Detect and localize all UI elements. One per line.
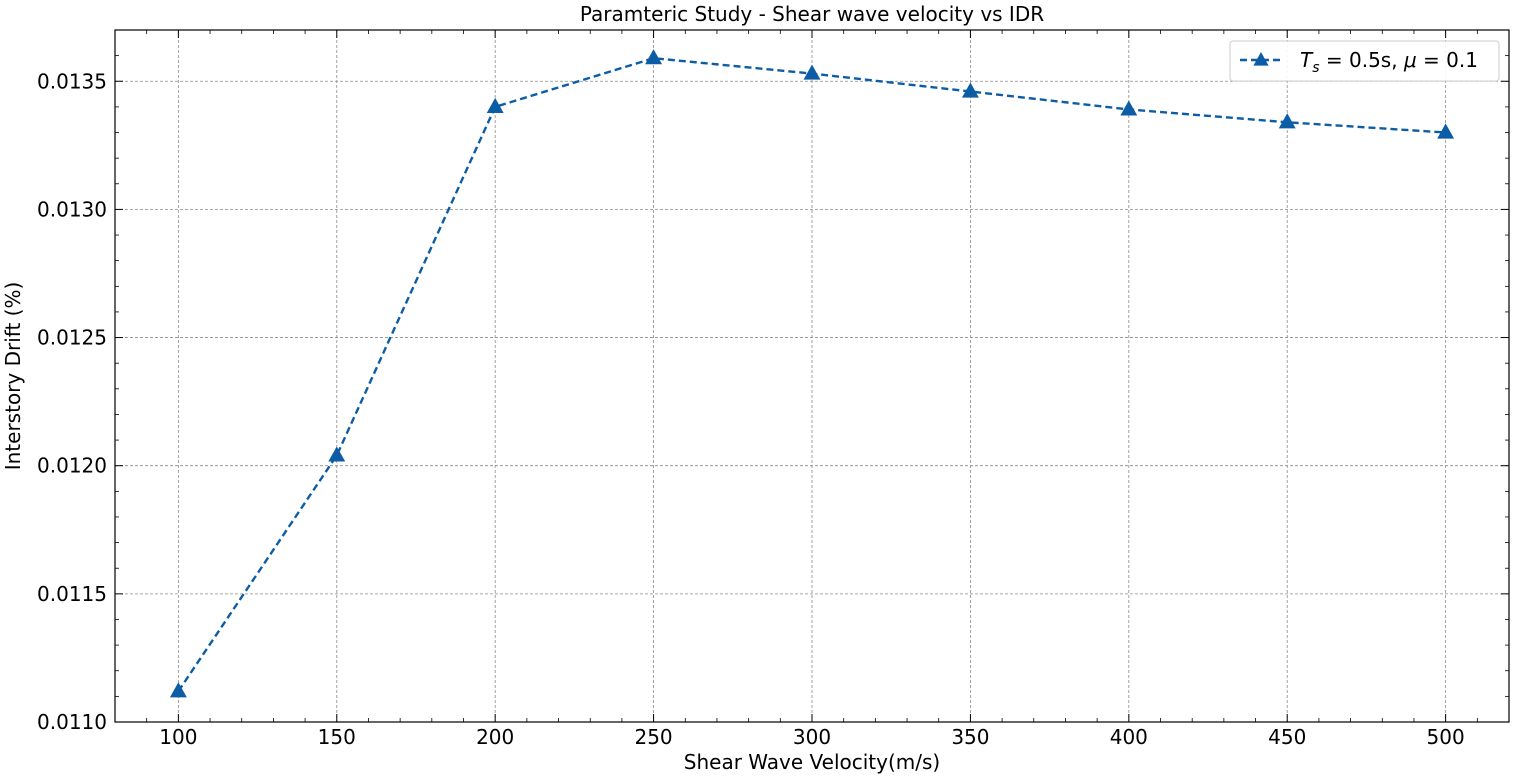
y-tick-label: 0.0110 — [37, 710, 107, 734]
plot-frame — [114, 29, 1510, 723]
data-point-200 — [486, 97, 504, 113]
y-tick-label: 0.0125 — [37, 326, 107, 350]
legend-label-mu: μ — [1403, 48, 1417, 72]
x-tick-label: 150 — [318, 725, 356, 749]
x-tick-label: 200 — [476, 725, 514, 749]
data-point-250 — [645, 49, 663, 65]
data-point-150 — [328, 446, 346, 462]
data-point-100 — [169, 682, 187, 698]
legend-box — [1229, 40, 1500, 82]
x-tick-label: 250 — [634, 725, 672, 749]
legend-label-subscript: s — [1312, 60, 1319, 76]
x-tick-label: 450 — [1268, 725, 1306, 749]
legend-marker-triangle — [1253, 52, 1269, 66]
legend-entry-label: Ts = 0.5s, μ = 0.1 — [1300, 48, 1478, 76]
y-tick-label: 0.0130 — [37, 197, 107, 221]
data-point-350 — [961, 82, 979, 98]
data-point-500 — [1437, 123, 1455, 139]
data-point-300 — [803, 64, 821, 80]
tick-labels: 100 150 200 250 300 350 400 450 500 0.0110 0.0115 0… — [37, 69, 1465, 749]
y-axis-label: Interstory Drift (%) — [1, 282, 25, 471]
legend-label-t: T — [1300, 48, 1314, 72]
x-tick-label: 100 — [159, 725, 197, 749]
x-tick-label: 300 — [793, 725, 831, 749]
axis-ticks — [114, 29, 1510, 723]
x-axis-label: Shear Wave Velocity(m/s) — [684, 750, 940, 774]
data-point-450 — [1278, 113, 1296, 129]
y-tick-label: 0.0135 — [37, 69, 107, 93]
legend-label-ts-value: = 0.5s, — [1320, 48, 1404, 72]
x-tick-label: 500 — [1427, 725, 1465, 749]
x-tick-label: 400 — [1110, 725, 1148, 749]
legend-label-mu-value: = 0.1 — [1417, 48, 1478, 72]
series-layer — [169, 49, 1455, 698]
y-tick-label: 0.0120 — [37, 454, 107, 478]
legend: Ts = 0.5s, μ = 0.1 — [1229, 40, 1500, 82]
chart-title: Paramteric Study - Shear wave velocity v… — [580, 2, 1044, 26]
data-point-400 — [1120, 100, 1138, 116]
y-tick-label: 0.0115 — [37, 582, 107, 606]
grid — [115, 30, 1509, 723]
x-tick-label: 350 — [951, 725, 989, 749]
